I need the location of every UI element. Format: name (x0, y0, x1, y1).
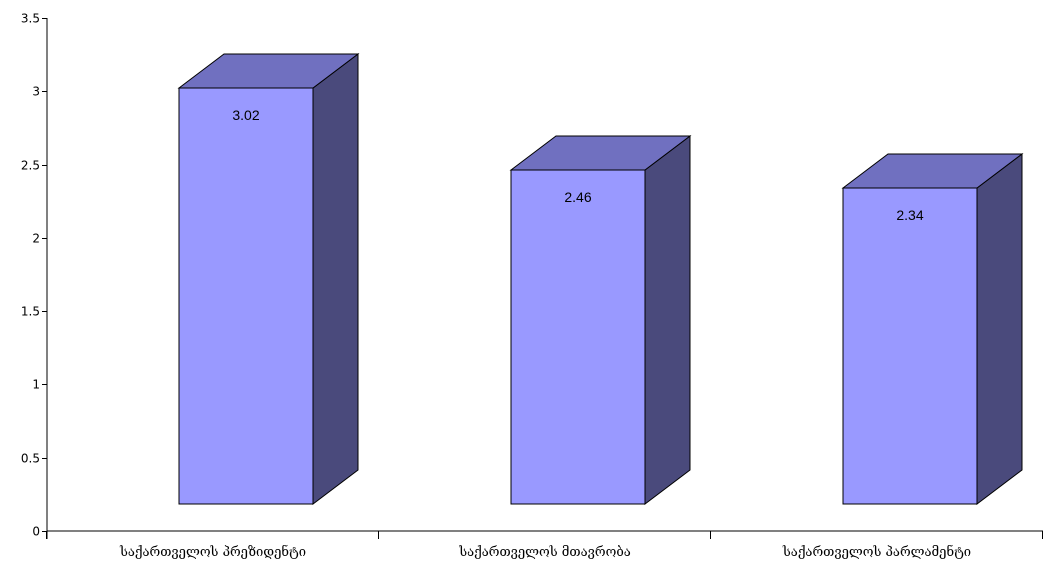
y-tick-label: 1.5 (21, 305, 40, 319)
bar-side-face (976, 152, 1023, 506)
bar-front-face (842, 187, 978, 505)
y-tick-label: 1 (32, 378, 40, 392)
axes-layer (46, 18, 1043, 539)
y-tick-label: 2 (32, 232, 40, 246)
y-tick-label: 0 (32, 525, 40, 539)
bar-front-face (510, 169, 646, 505)
bar-side-face (644, 134, 691, 506)
y-ticks: 0 0.5 1 1.5 2 2.5 3 3.5 (21, 12, 47, 539)
bar-side-face (312, 52, 359, 506)
bar (841, 152, 1024, 506)
bar-value-label: 2.34 (896, 207, 923, 223)
bar-value-label: 3.02 (232, 107, 259, 123)
bar (177, 52, 360, 506)
bar (509, 134, 692, 506)
labels-layer: 3.02 საქართველოს პრეზიდენტი 2.46 საქართველო… (119, 107, 971, 560)
bar-front-face (178, 87, 314, 505)
x-category-label: საქართველოს პარლამენტი (782, 544, 971, 560)
bars-layer (177, 52, 1024, 506)
bar-value-label: 2.46 (564, 189, 591, 205)
y-tick-label: 0.5 (21, 452, 40, 466)
x-category-label: საქართველოს მთავრობა (458, 545, 631, 560)
x-category-label: საქართველოს პრეზიდენტი (119, 544, 306, 560)
y-tick-label: 3.5 (21, 12, 40, 26)
x-ticks (46, 531, 1043, 539)
y-tick-label: 3 (32, 85, 40, 99)
y-tick-label: 2.5 (21, 159, 40, 173)
